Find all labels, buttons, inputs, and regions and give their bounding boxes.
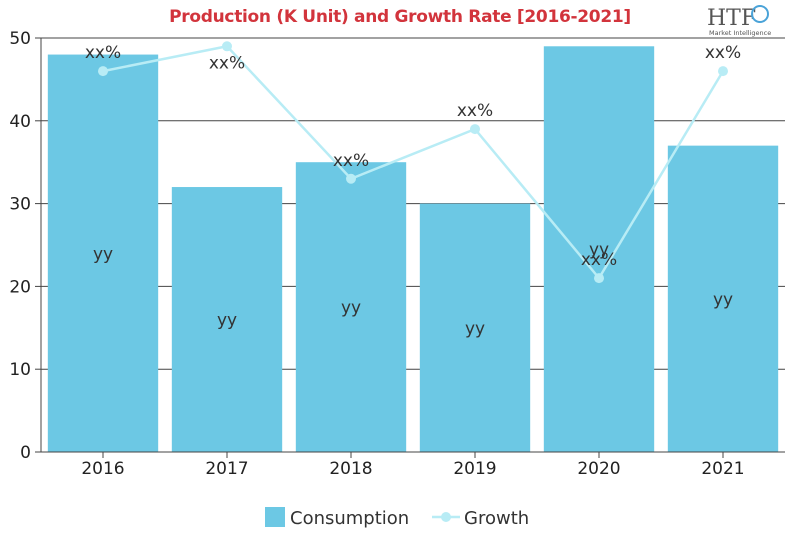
y-tick-label: 10 bbox=[9, 360, 31, 380]
x-tick-label: 2018 bbox=[329, 459, 372, 479]
x-axis-ticks: 2016 2017 2018 2019 2020 2021 bbox=[81, 452, 745, 479]
growth-line-path bbox=[102, 44, 725, 281]
bar-2016 bbox=[47, 54, 159, 453]
bar-2021 bbox=[667, 145, 779, 452]
bar-labels: yy yy yy yy yy yy bbox=[93, 240, 733, 339]
growth-point-2020 bbox=[594, 273, 604, 284]
axes bbox=[40, 38, 785, 453]
bar-2019 bbox=[419, 203, 531, 452]
x-tick-label: 2017 bbox=[205, 459, 248, 479]
growth-point-2021 bbox=[718, 66, 728, 77]
x-tick-label: 2019 bbox=[453, 459, 496, 479]
x-tick-label: 2020 bbox=[577, 459, 620, 479]
legend-consumption-label: Consumption bbox=[290, 508, 409, 529]
legend: Consumption Growth bbox=[265, 507, 529, 529]
y-tick-label: 40 bbox=[9, 112, 31, 132]
legend-growth-label: Growth bbox=[464, 508, 529, 529]
y-tick-label: 30 bbox=[9, 195, 31, 215]
bar-value-label: yy bbox=[465, 319, 485, 339]
y-tick-label: 50 bbox=[9, 29, 31, 49]
logo-subtitle: Market Intelligence bbox=[709, 29, 771, 37]
legend-growth-marker bbox=[441, 512, 451, 522]
growth-value-label: xx% bbox=[705, 43, 741, 63]
legend-consumption-swatch bbox=[265, 507, 285, 527]
x-tick-label: 2021 bbox=[701, 459, 744, 479]
growth-line: xx% xx% xx% xx% xx% xx% bbox=[85, 41, 741, 284]
growth-value-label: xx% bbox=[333, 151, 369, 171]
growth-point-2018 bbox=[346, 173, 356, 184]
growth-value-label: xx% bbox=[457, 101, 493, 121]
chart-title: Production (K Unit) and Growth Rate [201… bbox=[169, 7, 631, 27]
growth-point-2016 bbox=[98, 66, 108, 77]
growth-value-label: xx% bbox=[209, 53, 245, 73]
bar-value-label: yy bbox=[589, 240, 609, 260]
bar-value-label: yy bbox=[341, 298, 361, 318]
growth-point-2017 bbox=[222, 41, 232, 52]
bar-2018 bbox=[295, 162, 407, 452]
y-tick-label: 20 bbox=[9, 277, 31, 297]
bar-value-label: yy bbox=[713, 290, 733, 310]
x-tick-label: 2016 bbox=[81, 459, 124, 479]
gridlines bbox=[41, 37, 785, 370]
growth-value-label: xx% bbox=[581, 250, 617, 270]
y-axis-ticks: 0 10 20 30 40 50 bbox=[9, 29, 41, 463]
bar-value-label: yy bbox=[93, 244, 113, 264]
growth-point-2019 bbox=[470, 124, 480, 135]
logo-globe-icon bbox=[751, 5, 769, 23]
bar-2017 bbox=[171, 187, 283, 453]
growth-value-label: xx% bbox=[85, 43, 121, 63]
bar-value-label: yy bbox=[217, 311, 237, 331]
bar-2020 bbox=[543, 46, 655, 452]
logo-text: HTF bbox=[707, 6, 756, 31]
y-tick-label: 0 bbox=[20, 443, 31, 463]
bars bbox=[47, 46, 779, 453]
htf-logo: HTF Market Intelligence bbox=[707, 5, 771, 37]
